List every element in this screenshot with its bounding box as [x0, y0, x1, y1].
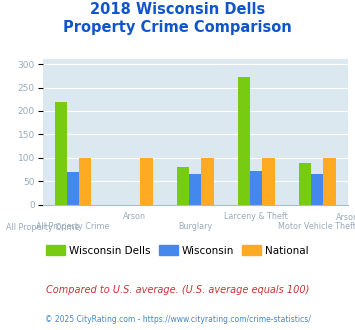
Text: Motor Vehicle Theft: Motor Vehicle Theft — [278, 222, 355, 231]
Bar — [311, 174, 323, 205]
Bar — [201, 158, 214, 205]
Text: Compared to U.S. average. (U.S. average equals 100): Compared to U.S. average. (U.S. average … — [46, 285, 309, 295]
Bar — [262, 158, 275, 205]
Bar — [79, 158, 92, 205]
Text: Burglary: Burglary — [178, 222, 212, 231]
Text: Larceny & Theft: Larceny & Theft — [224, 212, 288, 221]
Text: © 2025 CityRating.com - https://www.cityrating.com/crime-statistics/: © 2025 CityRating.com - https://www.city… — [45, 315, 310, 324]
Bar — [250, 171, 262, 205]
Bar — [177, 167, 189, 205]
Text: Arson: Arson — [337, 213, 355, 222]
Text: All Property Crime: All Property Crime — [36, 222, 110, 231]
Bar — [189, 174, 201, 205]
Text: Property Crime Comparison: Property Crime Comparison — [63, 20, 292, 35]
Bar — [238, 77, 250, 205]
Bar — [299, 163, 311, 205]
Bar — [323, 158, 336, 205]
Text: Arson: Arson — [123, 212, 146, 221]
Legend: Wisconsin Dells, Wisconsin, National: Wisconsin Dells, Wisconsin, National — [42, 241, 313, 260]
Bar — [67, 172, 79, 205]
Bar — [55, 102, 67, 205]
Text: 2018 Wisconsin Dells: 2018 Wisconsin Dells — [90, 2, 265, 16]
Bar — [140, 158, 153, 205]
Text: All Property Crime: All Property Crime — [6, 223, 80, 232]
